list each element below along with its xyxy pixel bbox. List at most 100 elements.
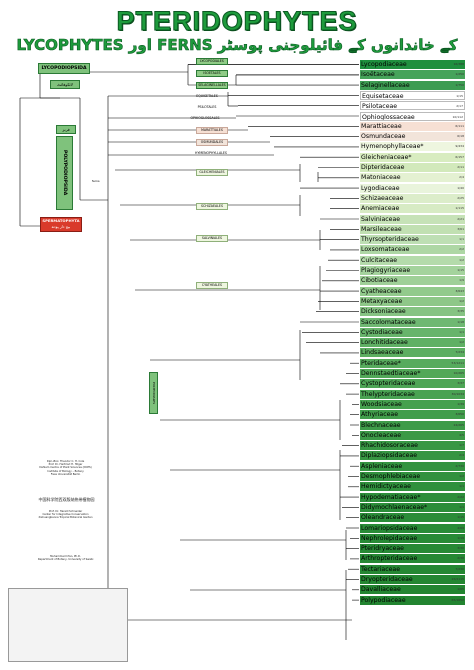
polypodiopsida-label: POLYPODIOPSIDA (62, 150, 67, 196)
family-count: 10/112 (452, 114, 463, 119)
family-name: Polypodiaceae (361, 596, 406, 604)
family-row: Matoniaceae 2/4 (360, 173, 465, 183)
family-count: 1/9 (459, 278, 464, 283)
family-count: 1/750 (455, 82, 464, 87)
poster-title: PTERIDOPHYTES (116, 6, 358, 37)
family-row: Metaxyaceae 1/2 (360, 296, 465, 306)
family-name: Lindsaeaceae (361, 349, 404, 357)
family-count: 30/1034 (451, 391, 464, 396)
family-name: Schizaeaceae (361, 194, 404, 202)
family-row: Lomariopsidaceae 4/69 (360, 523, 465, 533)
ferns-urdu-box: فرنز (56, 125, 76, 134)
family-count: 1/250 (455, 72, 464, 77)
order-equisetales: EQUISETALES (196, 94, 218, 98)
family-name: Salviniaceae (361, 215, 401, 223)
family-count: 16/388 (453, 62, 464, 66)
family-name: Hemidictyaceae (361, 483, 411, 491)
family-row: Dicksoniaceae 3/35 (360, 307, 465, 317)
family-count: 3/35 (457, 309, 464, 314)
family-name: Cyatheaceae (361, 287, 402, 295)
family-row: Marsileaceae 3/61 (360, 224, 465, 234)
family-count: 2/730 (455, 463, 464, 468)
family-row: Lonchitidaceae 1/2 (360, 338, 465, 348)
credits-block-1: Dipl.-Biol. Theodor C. H. Cole Prof. Dr.… (8, 460, 123, 476)
family-row: Tectariaceae 7/230 (360, 564, 465, 574)
family-count: 3/643 (455, 288, 464, 293)
family-name: Plagiogyriaceae (361, 267, 411, 274)
footer-notes-box (8, 588, 128, 662)
family-row: Isoëtaceae 1/250 (360, 70, 465, 80)
spermatophyta-urdu-label: بیج دار پودے (51, 224, 71, 229)
family-count: 2/4 (459, 175, 464, 180)
poster-subtitle: LYCOPHYTES اور FERNS کے خاندانوں کے فائی… (16, 36, 458, 55)
family-count: 1/1 (459, 237, 464, 242)
lycopodiopsida-label: LYCOPODIOPSIDA (41, 66, 87, 71)
family-row: Lygodiaceae 1/40 (360, 183, 465, 193)
lycopodiopsida-box: LYCOPODIOPSIDA (38, 63, 90, 74)
family-count: 4/5 (459, 432, 464, 437)
family-count: 1/1 (459, 329, 464, 334)
family-name: Blechnaceae (361, 421, 401, 429)
family-name: Pteridryaceae (361, 545, 404, 553)
order-marattiales: MARATTIALES (196, 127, 228, 134)
family-name: Woodsiaceae (361, 400, 402, 408)
family-row: Osmundaceae 6/18 (360, 132, 465, 142)
family-count: 2/2 (459, 247, 464, 252)
family-name: Diplaziopsidaceae (361, 452, 418, 460)
lycophyte-urdu-label: لائکوفائٹ (57, 82, 73, 87)
credits-block-3: Muhammad Irfan, Ph.D. Department of Bota… (8, 555, 123, 561)
family-row: Ophioglossaceae 10/112 (360, 111, 465, 121)
order-psilotales: PSILOTALES (197, 105, 217, 109)
family-row: Cystodiaceae 1/1 (360, 327, 465, 337)
family-name: Aspleniaceae (361, 462, 403, 470)
family-name: Gleicheniaceae* (361, 153, 412, 161)
family-count: 1/2 (459, 257, 464, 262)
family-name: Psilotaceae (362, 103, 398, 111)
lycophyte-urdu-box: لائکوفائٹ (50, 80, 80, 89)
family-count: 3/30 (457, 546, 464, 551)
family-name: Dicksoniaceae (361, 308, 406, 316)
family-count: 3/61 (457, 226, 464, 231)
family-count: 1/115 (455, 206, 464, 211)
order-gleicheniales: GLEICHENIALES (196, 169, 228, 176)
family-name: Cystodiaceae (361, 328, 403, 336)
family-count: 1/2 (459, 340, 464, 345)
family-row: Cibotiaceae 1/9 (360, 276, 465, 286)
family-name: Marattiaceae (361, 122, 402, 130)
family-count: 1/15 (456, 93, 463, 98)
family-count: 26/2115 (451, 577, 464, 581)
family-name: Lycopodiaceae (361, 61, 407, 68)
family-row: Selaginellaceae 1/750 (360, 80, 465, 90)
family-row: Didymochlaenaceae* 1/1 (360, 502, 465, 512)
credit-line: Department of Botany, University of Swab… (37, 558, 94, 562)
family-row: Nephrolepidaceae 1/19 (360, 533, 465, 543)
family-row: Schizaeaceae 2/25 (360, 193, 465, 203)
family-name: Ophioglossaceae (362, 113, 415, 121)
credit-line: Muhammad Irfan, Ph.D. (50, 555, 81, 558)
family-name: Rhachidosoraceae (361, 442, 418, 450)
order-lycopodiales: LYCOPODIALES (196, 58, 228, 65)
order-isoetales: ISOETALES (196, 70, 228, 77)
family-name: Marsileaceae (361, 225, 402, 233)
family-count: 9/434 (455, 144, 464, 149)
family-row: Anemiaceae 1/115 (360, 204, 465, 214)
family-count: 2/25 (457, 195, 464, 200)
family-count: 3/37 (457, 381, 464, 386)
family-name: Lygodiaceae (361, 184, 400, 192)
order-salviniales: SALVINIALES (196, 235, 228, 242)
family-count: 7/230 (455, 566, 464, 571)
credit-line: Center for Integrative Conservation (42, 513, 89, 517)
order-ophioglossales: OPHIOGLOSSALES (190, 116, 220, 120)
family-count: 1/1 (459, 484, 464, 489)
family-row: Culcitaceae 1/2 (360, 255, 465, 265)
credit-line: Institute of Biology – Botany (47, 469, 84, 473)
spermatophyta-label: SPERMATOPHYTA (42, 218, 80, 223)
family-name: Loxsomataceae (361, 246, 410, 254)
family-row: Davalliaceae 1/65 (360, 585, 465, 595)
family-name: Oleandraceae (361, 514, 405, 522)
family-name: Hymenophyllaceae* (361, 143, 424, 151)
ferns-urdu-label: فرنز (62, 127, 70, 132)
family-row: Psilotaceae 2/17 (360, 101, 465, 111)
family-row: Salviniaceae 2/21 (360, 214, 465, 224)
family-count: 10/265 (453, 371, 464, 375)
